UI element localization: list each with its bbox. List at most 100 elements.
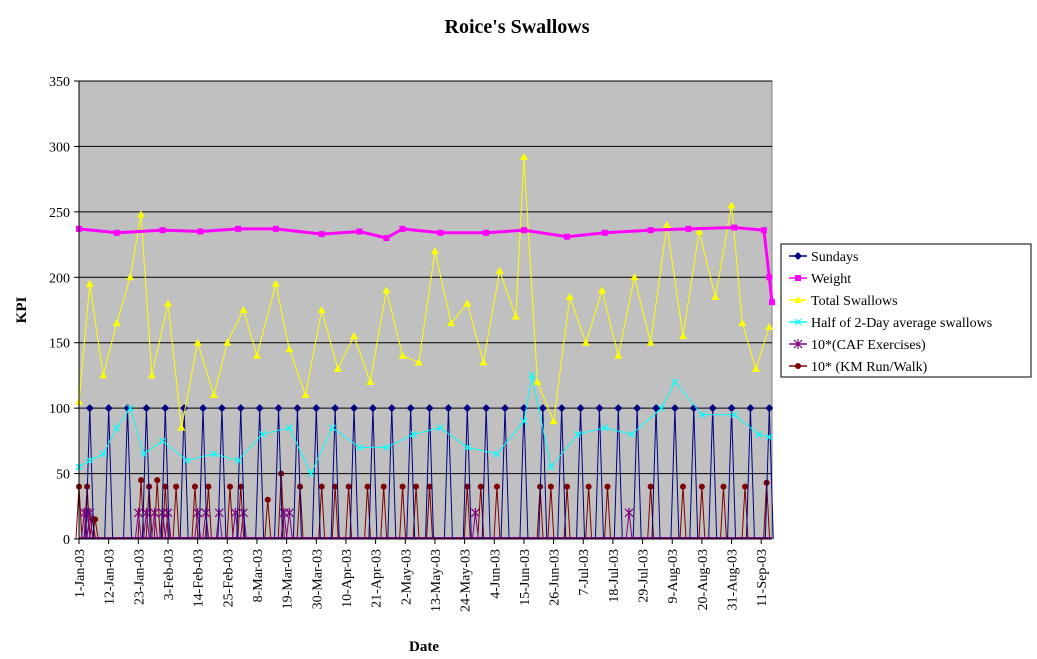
data-point	[382, 286, 391, 294]
legend-marker	[794, 252, 802, 260]
data-point	[479, 358, 488, 366]
x-tick-label: 8-Mar-03	[251, 549, 266, 602]
legend-box	[780, 243, 1032, 378]
x-tick-label: 7-Jul-03	[577, 549, 592, 596]
data-point	[350, 404, 359, 413]
data-point	[565, 292, 574, 300]
x-tick-label: 13-May-03	[429, 549, 444, 612]
legend-marker	[794, 296, 802, 303]
series-spike	[768, 408, 774, 540]
data-point	[364, 483, 371, 490]
series-spike	[708, 408, 714, 540]
data-point	[199, 404, 208, 413]
data-point	[685, 225, 692, 232]
series-spike	[311, 408, 317, 540]
data-point	[520, 227, 527, 234]
data-point	[533, 377, 542, 385]
data-point	[614, 404, 623, 413]
series-spike	[447, 408, 453, 540]
data-point	[557, 404, 566, 413]
data-point	[133, 507, 143, 518]
data-point	[235, 225, 242, 232]
series-spike	[259, 408, 265, 540]
series-spike	[485, 408, 491, 540]
data-point	[519, 152, 528, 160]
data-point	[113, 229, 120, 236]
series-spike	[198, 408, 204, 540]
series-spike	[387, 408, 393, 540]
legend-label: Sundays	[811, 250, 858, 265]
data-point	[284, 507, 294, 518]
x-tick-label: 4-Jun-03	[488, 549, 503, 599]
data-point	[104, 404, 113, 413]
data-point	[483, 229, 490, 236]
series-spike	[670, 408, 676, 540]
series-spike	[123, 408, 129, 540]
legend-marker	[795, 275, 801, 281]
data-point	[113, 424, 121, 432]
y-axis-title: KPI	[14, 297, 30, 324]
series-spike	[164, 408, 170, 540]
data-point	[437, 229, 444, 236]
data-point	[633, 404, 642, 413]
data-point	[209, 391, 218, 399]
data-point	[765, 404, 774, 413]
data-point	[444, 404, 453, 413]
data-point	[345, 483, 352, 490]
data-point	[426, 483, 433, 490]
data-point	[123, 404, 132, 413]
x-tick-label: 25-Feb-03	[221, 549, 236, 607]
legend-label: 10*(CAF Exercises)	[811, 338, 926, 353]
data-point	[99, 371, 108, 379]
data-point	[511, 312, 520, 320]
data-point	[271, 279, 280, 287]
series-spike	[727, 408, 733, 540]
data-point	[183, 457, 191, 464]
data-point	[85, 279, 94, 287]
data-point	[601, 424, 609, 432]
data-point	[662, 220, 671, 228]
data-point	[464, 483, 471, 490]
series-spike	[274, 408, 280, 540]
data-point	[547, 463, 555, 471]
data-point	[285, 345, 294, 353]
data-point	[150, 507, 159, 518]
data-point	[680, 483, 687, 490]
series-spike	[519, 408, 525, 540]
data-point	[312, 404, 321, 413]
series-spike	[598, 408, 604, 540]
data-point	[366, 377, 375, 385]
series-layer	[75, 152, 775, 540]
data-point	[173, 483, 180, 490]
series-spike	[557, 408, 563, 540]
data-point	[549, 417, 558, 425]
data-point	[252, 351, 261, 359]
data-point	[356, 443, 363, 451]
data-point	[493, 450, 501, 458]
data-point	[217, 404, 226, 413]
data-point	[711, 292, 720, 300]
data-point	[689, 404, 698, 413]
data-point	[99, 450, 107, 458]
data-point	[430, 247, 439, 255]
series-spike	[636, 408, 642, 540]
data-point	[140, 450, 148, 458]
data-point	[387, 404, 396, 413]
x-axis-title: Date	[409, 639, 439, 655]
data-point	[501, 404, 510, 413]
legend-marker	[794, 318, 802, 326]
series-spike	[425, 408, 431, 540]
data-point	[380, 483, 387, 490]
series-spike	[764, 408, 770, 540]
data-point	[191, 483, 198, 490]
data-point	[746, 404, 755, 413]
data-point	[470, 507, 480, 518]
data-point	[162, 483, 169, 490]
series-spike	[160, 408, 166, 540]
legend-marker	[793, 339, 803, 349]
data-point	[197, 228, 204, 235]
x-tick-label: 21-Apr-03	[370, 549, 385, 608]
plot-area	[78, 80, 773, 540]
series-spike	[141, 408, 147, 540]
data-point	[576, 404, 585, 413]
